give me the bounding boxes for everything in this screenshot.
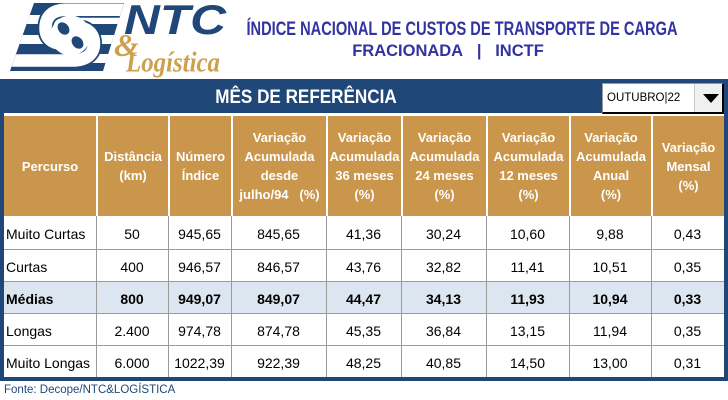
svg-text:&: &: [114, 27, 139, 63]
svg-text:Logística: Logística: [125, 47, 220, 79]
svg-text:NTC: NTC: [124, 0, 227, 43]
